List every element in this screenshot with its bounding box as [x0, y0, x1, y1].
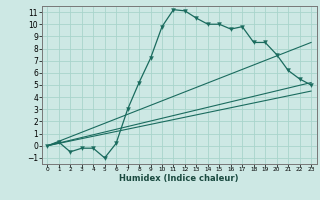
X-axis label: Humidex (Indice chaleur): Humidex (Indice chaleur) [119, 174, 239, 183]
